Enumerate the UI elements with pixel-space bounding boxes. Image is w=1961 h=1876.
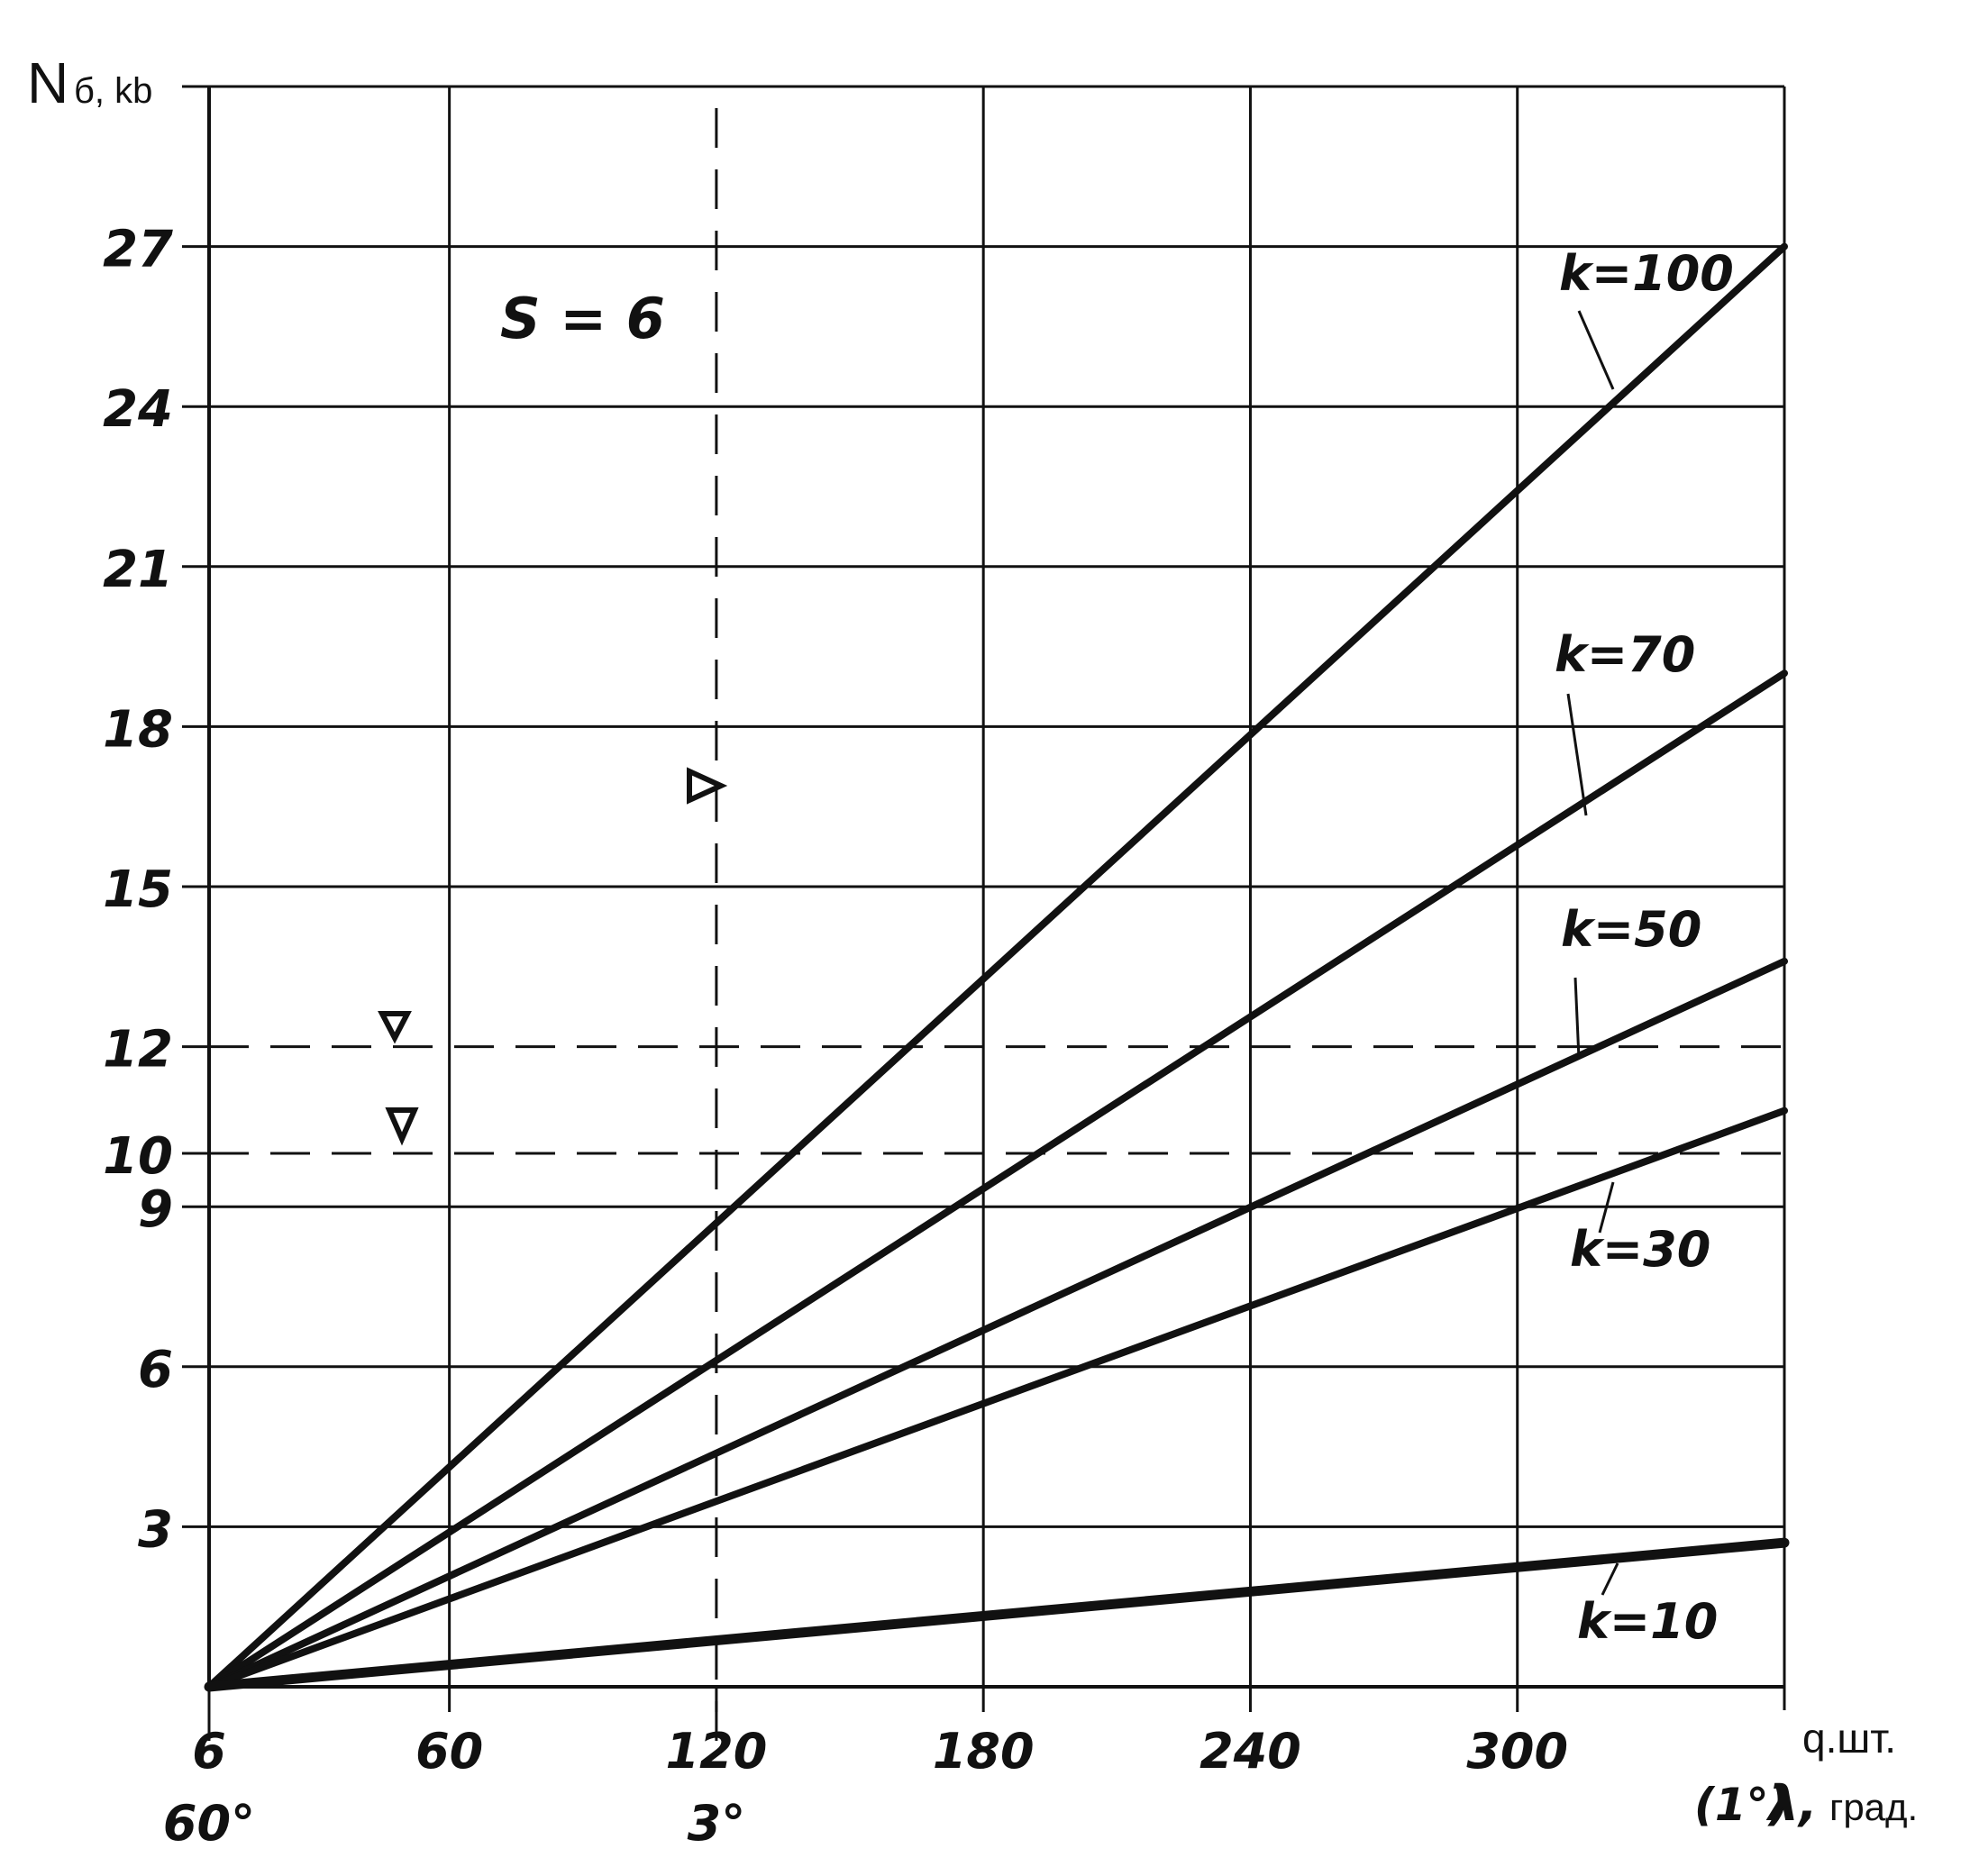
y-tick-label: 9: [138, 1180, 173, 1239]
series-label-leader: [1577, 310, 1615, 390]
series-label-leader: [1598, 1181, 1615, 1234]
y-tick-label: 27: [103, 221, 173, 279]
x-axis-title-2-prefix: (1°): [1694, 1779, 1790, 1831]
y-axis-title: N: [27, 50, 68, 115]
y-tick-label: 6: [138, 1341, 173, 1399]
y-tick-label: 10: [103, 1127, 173, 1186]
series-label-leader: [1566, 693, 1588, 816]
annotation-s: S = 6: [500, 286, 665, 351]
grid: [182, 85, 1786, 1712]
triangle-marker-icon: [385, 1107, 419, 1146]
x2-tick-label: 3°: [688, 1795, 746, 1852]
y-tick-label: 12: [103, 1021, 173, 1079]
x2-tick-label: 60°: [163, 1795, 255, 1852]
series-line: [204, 1537, 1790, 1692]
series: k=100 k=70 k=50 k=30 k=10: [204, 242, 1790, 1692]
series-line: [205, 669, 1788, 1690]
y-tick-label: 15: [103, 861, 173, 919]
series-line: [205, 242, 1788, 1690]
series-line: [205, 1106, 1788, 1690]
x-axis-title: q.шт.: [1802, 1715, 1896, 1762]
y-tick-label: 21: [103, 541, 173, 599]
x-tick-label: 60: [415, 1723, 483, 1780]
x-tick-label: 180: [933, 1723, 1035, 1780]
dashed-reference-lines: [207, 87, 1784, 1741]
series-label-leader: [1601, 1562, 1619, 1596]
series-label: k=30: [1570, 1221, 1710, 1278]
x-tick-label: 6: [192, 1723, 226, 1780]
series-label: k=50: [1561, 901, 1701, 958]
series-label-leader: [1573, 977, 1581, 1060]
x-axis-title-2-symbol: λ,: [1765, 1775, 1818, 1832]
tick-labels: 3 6 910 12 15 18 21 24 27 6 60 120 180 240 300 60° 3°: [103, 221, 1568, 1852]
y-tick-label: 18: [103, 700, 173, 759]
y-tick-label: 3: [138, 1500, 173, 1559]
x-tick-label: 300: [1466, 1723, 1568, 1780]
x-tick-label: 240: [1199, 1723, 1301, 1780]
x-tick-label: 120: [666, 1723, 768, 1780]
series-label: k=10: [1577, 1593, 1718, 1650]
triangle-marker-icon: [687, 767, 728, 805]
y-tick-label: 24: [103, 380, 173, 439]
series-line: [205, 957, 1788, 1690]
series-label: k=100: [1559, 245, 1734, 302]
x-axis-title-2-unit: град.: [1829, 1786, 1918, 1828]
series-label: k=70: [1555, 626, 1695, 683]
triangle-marker-icon: [378, 1011, 412, 1044]
y-axis-title-subscript: б, kb: [74, 71, 152, 111]
